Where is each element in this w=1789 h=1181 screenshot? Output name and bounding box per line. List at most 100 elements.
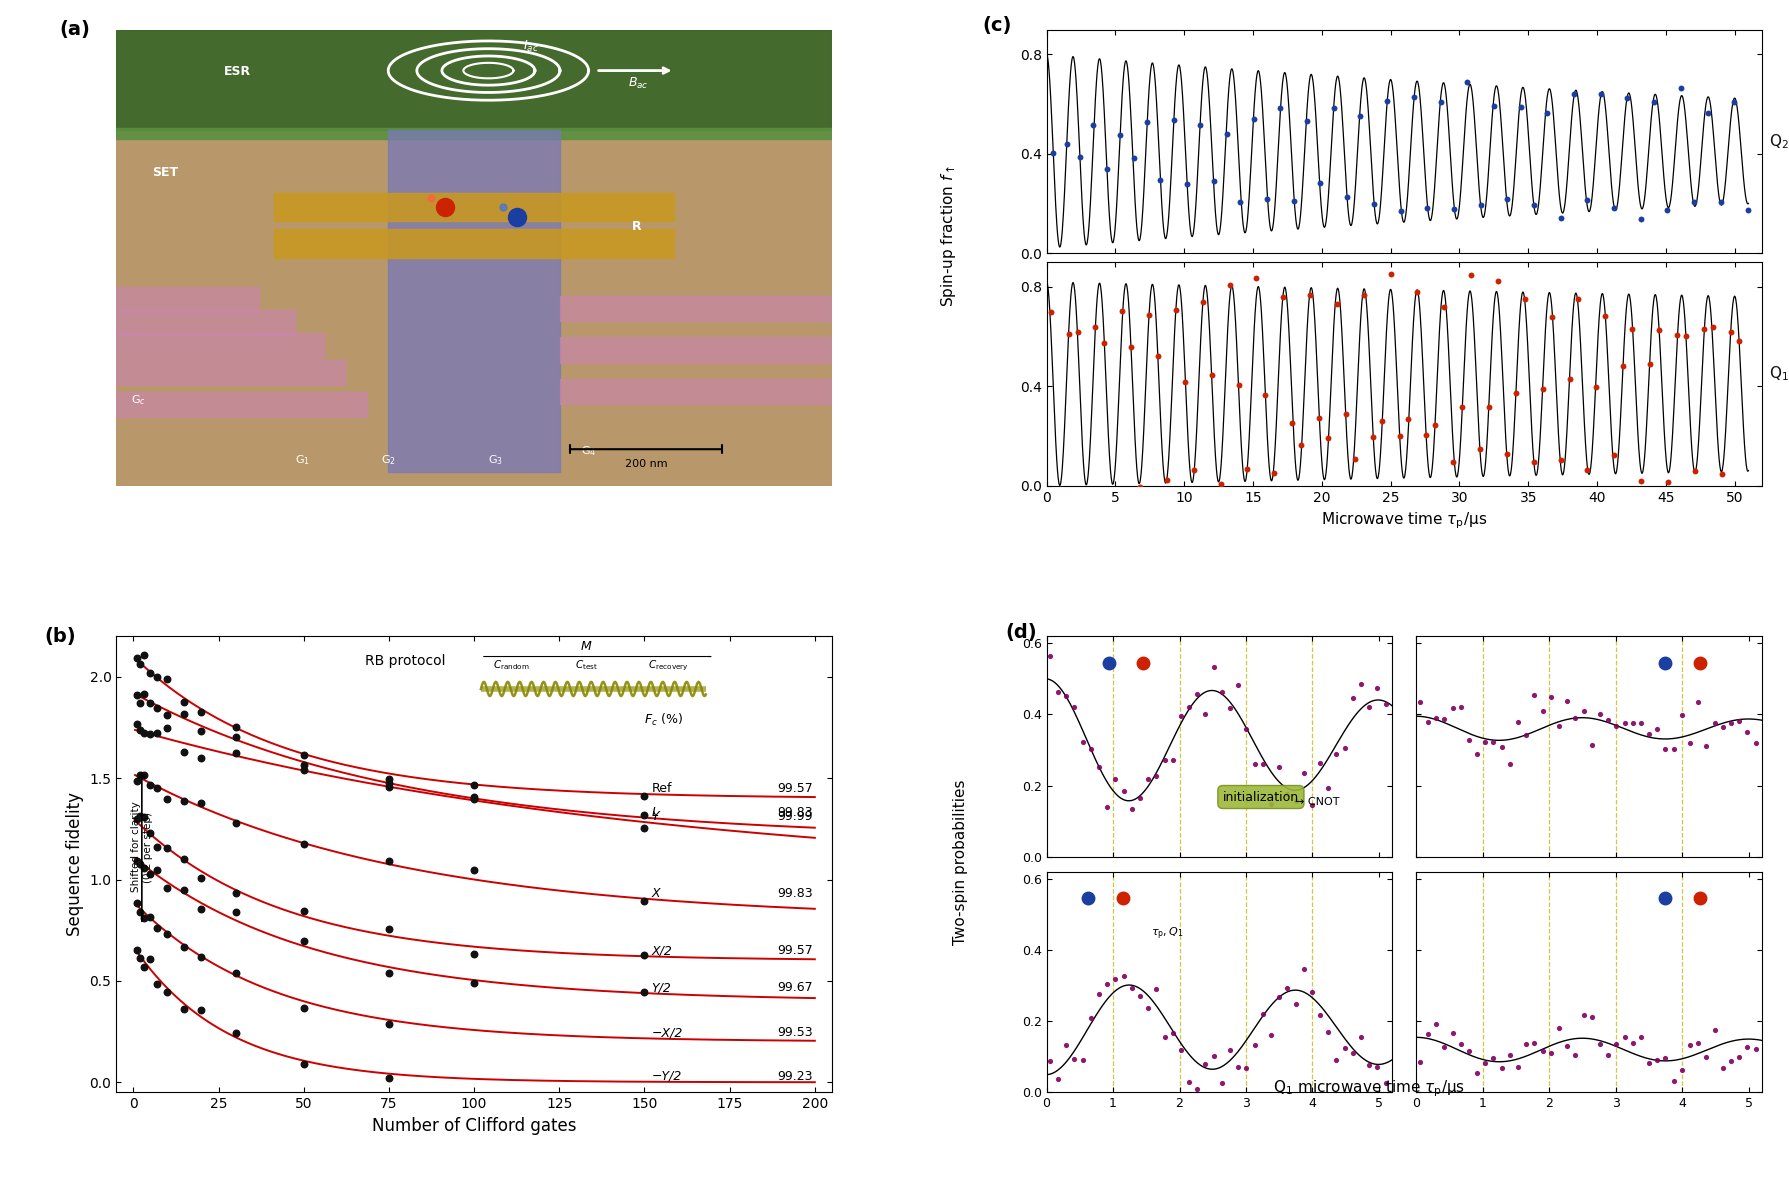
- Point: [1081, 318, 1109, 337]
- Point: [1494, 189, 1522, 208]
- Point: [1295, 285, 1324, 304]
- Text: Q$_1$: Q$_1$: [1769, 365, 1789, 384]
- Point: [1599, 445, 1628, 464]
- Text: −X/2: −X/2: [651, 1026, 683, 1039]
- Point: [374, 964, 403, 983]
- Point: [222, 883, 250, 902]
- Point: [1251, 386, 1279, 405]
- Text: X: X: [651, 887, 660, 900]
- Point: [1480, 732, 1508, 751]
- Point: [1172, 175, 1200, 194]
- Point: [129, 859, 157, 877]
- Point: [1286, 436, 1315, 455]
- Point: [1233, 459, 1261, 478]
- Point: [630, 818, 658, 837]
- Point: [1175, 1072, 1204, 1091]
- Point: [1676, 1036, 1705, 1055]
- Point: [1680, 462, 1708, 481]
- Point: [1734, 723, 1762, 742]
- Text: Y: Y: [651, 810, 658, 823]
- Point: [1601, 1035, 1630, 1053]
- Text: RB protocol: RB protocol: [365, 653, 445, 667]
- Point: [374, 852, 403, 870]
- Point: [1252, 189, 1281, 208]
- Point: [125, 902, 154, 921]
- Text: G$_1$: G$_1$: [295, 452, 309, 466]
- Point: [1367, 411, 1395, 430]
- Point: [1553, 1037, 1581, 1056]
- Text: ESR: ESR: [224, 65, 250, 78]
- Point: [1347, 1027, 1376, 1046]
- Point: [1054, 324, 1082, 342]
- Point: [1590, 307, 1619, 326]
- Point: [129, 957, 157, 976]
- Point: [1093, 974, 1122, 993]
- Point: [1322, 744, 1351, 763]
- Point: [1487, 738, 1515, 757]
- Point: [1141, 766, 1170, 785]
- Point: [1297, 983, 1326, 1001]
- Point: [1036, 646, 1064, 665]
- Point: [1183, 1079, 1211, 1098]
- Text: 99.57: 99.57: [778, 782, 814, 795]
- Point: [122, 852, 150, 870]
- Point: [170, 743, 199, 762]
- Point: [1322, 1050, 1351, 1069]
- Point: [1267, 99, 1295, 118]
- Point: [1519, 452, 1547, 471]
- Point: [188, 1000, 216, 1019]
- Point: [1692, 1048, 1721, 1066]
- Point: [188, 947, 216, 966]
- Point: [1191, 704, 1220, 723]
- Point: [222, 814, 250, 833]
- Point: [1519, 195, 1547, 214]
- Point: [1043, 1069, 1072, 1088]
- Point: [1354, 698, 1383, 717]
- Point: [1651, 739, 1680, 758]
- Text: (a): (a): [59, 20, 89, 39]
- Point: [154, 839, 182, 857]
- Point: [1175, 698, 1204, 717]
- Point: [1217, 698, 1245, 717]
- Point: [1512, 1035, 1540, 1053]
- Point: [1447, 398, 1476, 417]
- Point: [1619, 1033, 1648, 1052]
- Point: [1179, 461, 1208, 479]
- Point: [1338, 689, 1367, 707]
- Point: [1100, 770, 1129, 789]
- Point: [1290, 763, 1318, 782]
- Text: 99.83: 99.83: [778, 887, 812, 900]
- Point: [1256, 1026, 1285, 1045]
- Point: [1521, 686, 1549, 705]
- Point: [1206, 475, 1234, 494]
- Point: [1347, 674, 1376, 693]
- Point: [129, 909, 157, 928]
- Point: [1608, 357, 1637, 376]
- Point: [630, 805, 658, 824]
- Point: [1217, 1040, 1245, 1059]
- Point: [222, 1024, 250, 1043]
- Point: [1036, 304, 1064, 322]
- Point: [125, 765, 154, 784]
- Point: [290, 902, 318, 921]
- Point: [1492, 445, 1521, 464]
- Point: [460, 861, 488, 880]
- Point: [1707, 193, 1735, 211]
- Point: [1594, 1046, 1623, 1065]
- Point: [1653, 472, 1682, 491]
- Point: [122, 686, 150, 705]
- Text: R: R: [632, 220, 640, 233]
- Point: [1635, 1053, 1664, 1072]
- Point: [1708, 1058, 1737, 1077]
- Point: [1510, 289, 1539, 308]
- Point: [222, 902, 250, 921]
- Text: 99.99: 99.99: [778, 810, 812, 823]
- Point: [290, 835, 318, 854]
- Point: [1134, 306, 1163, 325]
- Point: [1281, 994, 1310, 1013]
- Text: Shifted for clarity
(0.2 per step): Shifted for clarity (0.2 per step): [131, 802, 152, 893]
- Point: [1422, 1014, 1451, 1033]
- Text: 99.83: 99.83: [778, 805, 812, 818]
- Point: [1642, 719, 1671, 738]
- Point: [1277, 413, 1306, 432]
